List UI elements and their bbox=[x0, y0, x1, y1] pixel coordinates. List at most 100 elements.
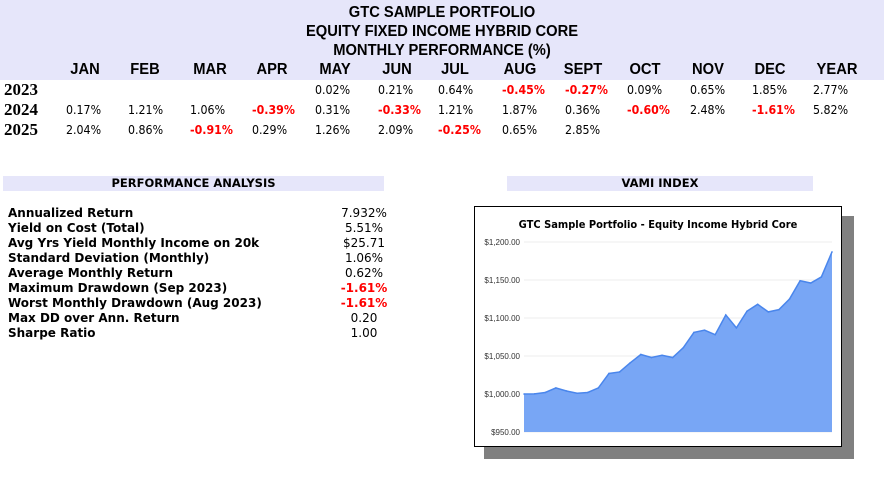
vami-point bbox=[682, 346, 685, 349]
month-header: NOV bbox=[692, 61, 724, 78]
performance-cell: 1.21% bbox=[128, 103, 164, 117]
vami-point bbox=[831, 251, 833, 253]
metric-value: 7.932% bbox=[341, 206, 387, 220]
metric-value: 0.62% bbox=[344, 266, 384, 280]
performance-analysis-header: PERFORMANCE ANALYSIS bbox=[3, 176, 384, 191]
performance-cell: 0.65% bbox=[690, 83, 726, 97]
performance-cell: -0.33% bbox=[378, 103, 421, 117]
vami-point bbox=[586, 391, 589, 394]
metric-label: Avg Yrs Yield Monthly Income on 20k bbox=[8, 236, 260, 250]
vami-point bbox=[724, 314, 727, 316]
vami-chart: GTC Sample Portfolio - Equity Income Hyb… bbox=[474, 206, 842, 447]
vami-point bbox=[544, 391, 547, 394]
vami-point bbox=[671, 356, 674, 359]
performance-cell: 0.36% bbox=[565, 103, 601, 117]
month-header: JAN bbox=[70, 61, 100, 78]
metric-label: Maximum Drawdown (Sep 2023) bbox=[8, 281, 228, 295]
performance-cell: 2.77% bbox=[813, 83, 849, 97]
vami-point bbox=[809, 282, 812, 284]
month-header: YEAR bbox=[816, 61, 858, 78]
performance-cell: -0.91% bbox=[190, 123, 233, 137]
performance-cell: -0.39% bbox=[252, 103, 295, 117]
metric-label: Sharpe Ratio bbox=[8, 326, 96, 340]
performance-cell: 0.09% bbox=[627, 83, 663, 97]
metric-value: 5.51% bbox=[344, 221, 384, 235]
vami-point bbox=[597, 387, 600, 389]
portfolio-title: GTC SAMPLE PORTFOLIO bbox=[348, 4, 536, 21]
year-label: 2025 bbox=[4, 120, 38, 139]
y-tick-label: $950.00 bbox=[491, 428, 520, 437]
y-tick-label: $1,000.00 bbox=[484, 390, 520, 399]
metric-label: Worst Monthly Drawdown (Aug 2023) bbox=[8, 296, 262, 310]
chart-title: GTC Sample Portfolio - Equity Income Hyb… bbox=[518, 218, 798, 231]
vami-point bbox=[788, 298, 791, 300]
performance-cell: 1.26% bbox=[315, 123, 351, 137]
vami-point bbox=[756, 303, 759, 306]
vami-point bbox=[618, 371, 621, 373]
metric-value: -1.61% bbox=[340, 296, 388, 310]
metric-label: Average Monthly Return bbox=[8, 266, 173, 280]
vami-point bbox=[799, 279, 801, 282]
vami-point bbox=[735, 327, 738, 329]
vami-point bbox=[661, 354, 663, 357]
performance-cell: 0.17% bbox=[66, 103, 102, 117]
y-tick-label: $1,200.00 bbox=[484, 238, 520, 247]
vami-point bbox=[576, 392, 578, 395]
vami-point bbox=[555, 387, 557, 389]
performance-cell: 2.48% bbox=[690, 103, 726, 117]
vami-point bbox=[608, 372, 610, 375]
y-tick-label: $1,150.00 bbox=[484, 276, 520, 285]
vami-point bbox=[778, 308, 780, 311]
performance-cell: -0.27% bbox=[565, 83, 608, 97]
month-header: MAR bbox=[193, 61, 227, 78]
y-tick-label: $1,100.00 bbox=[484, 314, 520, 323]
vami-point bbox=[820, 276, 823, 278]
month-header: MAY bbox=[319, 61, 351, 78]
y-tick-label: $1,050.00 bbox=[484, 352, 520, 361]
metric-value: 1.00 bbox=[350, 326, 378, 340]
vami-point bbox=[640, 353, 642, 356]
vami-line bbox=[523, 251, 833, 395]
month-header: FEB bbox=[130, 61, 160, 78]
performance-cell: 0.65% bbox=[502, 123, 538, 137]
performance-cell: 1.87% bbox=[502, 103, 538, 117]
performance-cell: 5.82% bbox=[813, 103, 849, 117]
vami-point bbox=[629, 362, 632, 364]
year-label: 2023 bbox=[4, 80, 38, 99]
performance-cell: -0.45% bbox=[502, 83, 545, 97]
metric-value: 0.20 bbox=[350, 311, 378, 325]
metric-value: $25.71 bbox=[343, 236, 385, 250]
vami-point bbox=[767, 311, 770, 313]
vami-point bbox=[703, 329, 706, 331]
vami-area bbox=[524, 251, 832, 432]
performance-cell: 0.86% bbox=[128, 123, 164, 137]
year-label: 2024 bbox=[4, 100, 38, 119]
performance-cell: 0.29% bbox=[252, 123, 288, 137]
performance-cell: 1.21% bbox=[438, 103, 474, 117]
month-header: SEPT bbox=[563, 61, 603, 78]
header-band bbox=[0, 0, 884, 80]
performance-cell: 1.06% bbox=[190, 103, 226, 117]
table-title: MONTHLY PERFORMANCE (%) bbox=[333, 42, 551, 59]
performance-cell: 0.64% bbox=[438, 83, 474, 97]
performance-cell: 2.09% bbox=[378, 123, 414, 137]
performance-cell: 2.04% bbox=[66, 123, 102, 137]
performance-cell: 2.85% bbox=[565, 123, 601, 137]
performance-cell: -0.25% bbox=[438, 123, 481, 137]
vami-point bbox=[565, 390, 568, 392]
month-header: JUL bbox=[441, 61, 469, 78]
performance-cell: 0.31% bbox=[315, 103, 351, 117]
month-header: APR bbox=[256, 61, 288, 78]
performance-cell: -1.61% bbox=[752, 103, 795, 117]
month-header: DEC bbox=[754, 61, 786, 78]
metric-value: -1.61% bbox=[340, 281, 388, 295]
performance-cell: 0.02% bbox=[315, 83, 351, 97]
metric-label: Standard Deviation (Monthly) bbox=[8, 251, 210, 265]
metric-value: 1.06% bbox=[344, 251, 384, 265]
vami-point bbox=[533, 393, 536, 395]
performance-cell: -0.60% bbox=[627, 103, 670, 117]
vami-point bbox=[714, 333, 716, 336]
vami-chart-svg: $950.00 $1,000.00 $1,050.00 $1,100.00 $1,150… bbox=[484, 238, 833, 437]
vami-index-header: VAMI INDEX bbox=[507, 176, 813, 191]
vami-point bbox=[693, 331, 695, 334]
